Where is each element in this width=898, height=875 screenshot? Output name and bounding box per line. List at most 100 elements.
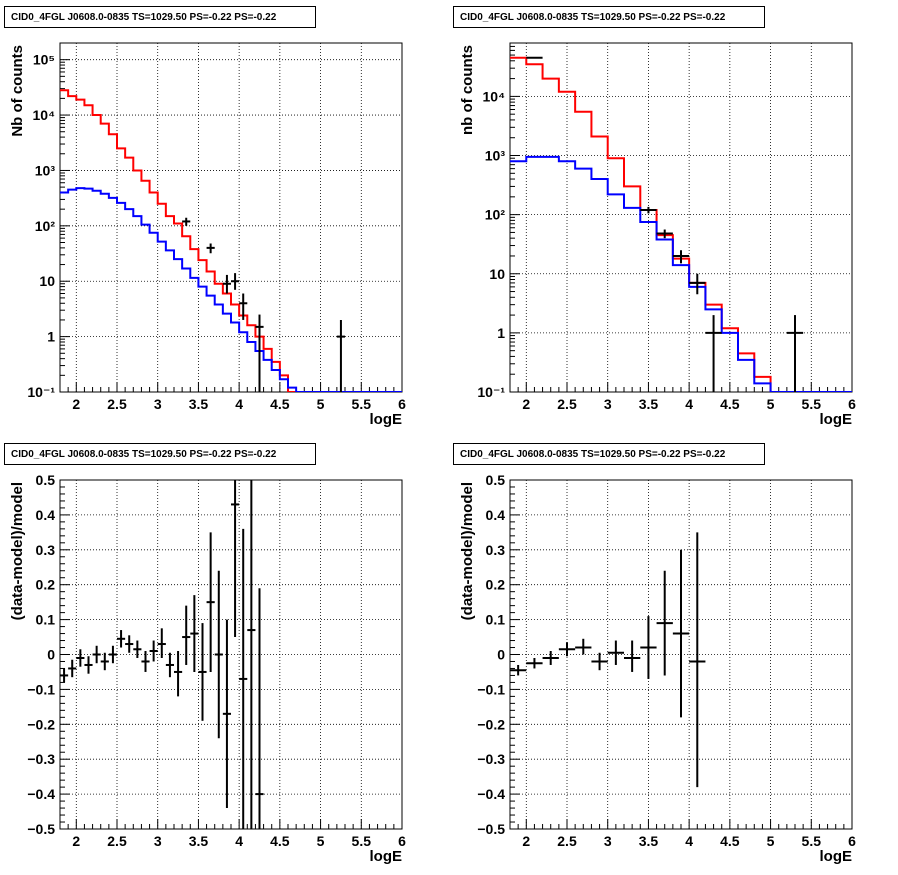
y-tick-label: 0.3 bbox=[36, 542, 56, 558]
plot-frame bbox=[59, 42, 403, 393]
y-tick-label: −0.5 bbox=[477, 821, 505, 837]
data-point bbox=[607, 640, 624, 665]
data-point bbox=[108, 645, 117, 664]
data-point bbox=[149, 640, 158, 662]
data-point bbox=[214, 570, 223, 739]
x-tick-label: 5 bbox=[767, 833, 775, 849]
y-tick-label: 10² bbox=[35, 218, 56, 234]
x-axis-label: logE bbox=[370, 848, 403, 865]
data-point bbox=[239, 293, 248, 320]
data-point bbox=[222, 619, 231, 809]
y-axis-label: (data-model)/model bbox=[459, 482, 476, 620]
x-tick-label: 2.5 bbox=[107, 833, 127, 849]
y-tick-label: 0 bbox=[47, 647, 55, 663]
plot-area bbox=[510, 532, 706, 788]
y-tick-label: −0.4 bbox=[27, 786, 55, 802]
data-point bbox=[705, 315, 722, 392]
chart-panel-1: 2 2.5 3 3.5 4 4.5 5 5.5 6 10⁻¹ 1 10 10² 10³ 10⁴ logE nb … bbox=[459, 42, 856, 428]
data-point bbox=[255, 588, 264, 829]
x-tick-label: 5.5 bbox=[802, 833, 822, 849]
plot-frame bbox=[509, 42, 853, 393]
y-tick-label: −0.1 bbox=[477, 681, 505, 697]
data-point bbox=[165, 652, 174, 678]
x-tick-label: 2 bbox=[72, 396, 80, 412]
y-tick-label: 0.2 bbox=[36, 577, 56, 593]
x-tick-label: 6 bbox=[848, 833, 856, 849]
y-tick-label: 0.5 bbox=[36, 472, 56, 488]
y-tick-label: 0.3 bbox=[486, 542, 506, 558]
data-point bbox=[640, 616, 657, 679]
x-tick-label: 5 bbox=[317, 396, 325, 412]
x-tick-label: 3 bbox=[604, 833, 612, 849]
data-point bbox=[198, 623, 207, 721]
y-tick-label: −0.1 bbox=[27, 681, 55, 697]
data-point bbox=[84, 656, 93, 674]
data-point bbox=[526, 56, 543, 59]
y-axis-label: nb of counts bbox=[459, 45, 476, 135]
step-series-0 bbox=[510, 56, 852, 392]
y-tick-label: 10 bbox=[489, 266, 505, 282]
data-point bbox=[133, 640, 142, 658]
x-tick-label: 2.5 bbox=[557, 833, 577, 849]
x-tick-label: 2.5 bbox=[107, 396, 127, 412]
data-point bbox=[336, 319, 345, 392]
data-point bbox=[190, 595, 199, 672]
panel-title-top-right: CID0_4FGL J0608.0-0835 TS=1029.50 PS=-0.… bbox=[453, 6, 765, 28]
x-tick-label: 6 bbox=[848, 396, 856, 412]
plot-area bbox=[60, 89, 402, 392]
data-point bbox=[591, 652, 608, 671]
y-tick-label: 10⁻¹ bbox=[477, 384, 505, 400]
data-point bbox=[231, 273, 240, 290]
x-tick-label: 2.5 bbox=[557, 396, 577, 412]
step-series-1 bbox=[60, 187, 402, 392]
x-tick-label: 3 bbox=[604, 396, 612, 412]
y-tick-label: 10³ bbox=[35, 162, 56, 178]
y-axis-label: Nb of counts bbox=[9, 45, 26, 137]
y-tick-label: −0.3 bbox=[27, 751, 55, 767]
x-tick-label: 5.5 bbox=[352, 833, 372, 849]
data-point bbox=[575, 638, 592, 655]
data-point bbox=[656, 229, 673, 239]
y-tick-label: 10³ bbox=[485, 148, 506, 164]
data-point bbox=[656, 570, 673, 676]
data-point bbox=[174, 651, 183, 697]
data-point bbox=[689, 532, 706, 788]
x-axis-label: logE bbox=[370, 411, 403, 428]
y-tick-label: −0.5 bbox=[27, 821, 55, 837]
x-tick-label: 3.5 bbox=[639, 833, 659, 849]
y-tick-label: 10⁴ bbox=[483, 88, 506, 104]
x-tick-label: 3 bbox=[154, 833, 162, 849]
x-tick-label: 2 bbox=[72, 833, 80, 849]
x-tick-label: 4.5 bbox=[720, 833, 740, 849]
chart-panel-2: 2 2.5 3 3.5 4 4.5 5 5.5 6 −0.5 −0.4 −0.3 −0.2 −0.1 0 0.… bbox=[9, 472, 406, 865]
data-point bbox=[76, 649, 85, 667]
panel-title-top-left: CID0_4FGL J0608.0-0835 TS=1029.50 PS=-0.… bbox=[4, 6, 316, 28]
data-point bbox=[239, 528, 248, 829]
data-point bbox=[182, 217, 191, 226]
data-point bbox=[672, 549, 690, 718]
x-tick-label: 4.5 bbox=[720, 396, 740, 412]
x-tick-label: 4 bbox=[235, 396, 243, 412]
x-tick-label: 5 bbox=[767, 396, 775, 412]
y-tick-label: −0.2 bbox=[27, 716, 55, 732]
y-tick-label: 0.4 bbox=[486, 507, 506, 523]
x-tick-label: 5 bbox=[317, 833, 325, 849]
data-point bbox=[68, 659, 77, 678]
step-series-0 bbox=[60, 89, 402, 392]
y-tick-label: 10² bbox=[485, 207, 506, 223]
data-point bbox=[231, 480, 240, 638]
plot-frame bbox=[59, 479, 403, 830]
data-point bbox=[206, 532, 215, 672]
y-tick-label: 0.5 bbox=[486, 472, 506, 488]
y-tick-label: 0.4 bbox=[36, 507, 56, 523]
x-tick-label: 3.5 bbox=[189, 833, 209, 849]
x-tick-label: 6 bbox=[398, 833, 406, 849]
plot-frame bbox=[509, 479, 853, 830]
y-tick-label: 10⁵ bbox=[33, 52, 55, 68]
y-tick-label: −0.4 bbox=[477, 786, 505, 802]
x-tick-label: 2 bbox=[522, 396, 530, 412]
data-point bbox=[786, 315, 804, 392]
y-tick-label: 0 bbox=[497, 647, 505, 663]
y-tick-label: 0.2 bbox=[486, 577, 506, 593]
x-tick-label: 6 bbox=[398, 396, 406, 412]
